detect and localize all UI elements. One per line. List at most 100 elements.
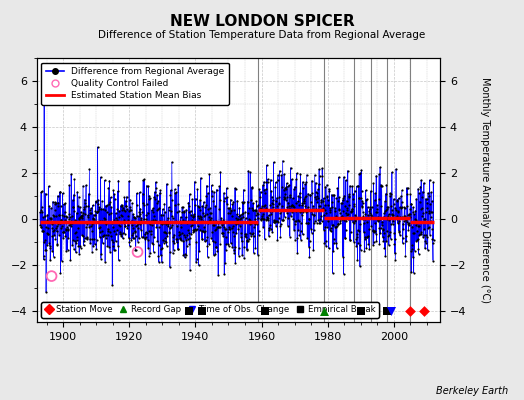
Point — [81, 211, 90, 217]
Point — [128, 235, 137, 242]
Point — [181, 214, 190, 220]
Point — [192, 239, 201, 245]
Point — [296, 190, 304, 196]
Point — [162, 181, 171, 187]
Point — [61, 217, 69, 224]
Point — [170, 240, 179, 246]
Point — [421, 215, 429, 222]
Point — [156, 218, 164, 224]
Point — [399, 235, 407, 242]
Point — [202, 211, 211, 217]
Point — [271, 219, 279, 226]
Point — [301, 203, 310, 209]
Point — [215, 197, 224, 203]
Point — [97, 250, 106, 257]
Point — [136, 221, 144, 228]
Point — [395, 229, 403, 236]
Point — [276, 168, 284, 174]
Point — [331, 215, 339, 222]
Point — [83, 220, 92, 227]
Point — [326, 225, 335, 232]
Point — [38, 204, 46, 210]
Point — [137, 214, 145, 221]
Point — [235, 245, 243, 252]
Point — [223, 185, 231, 191]
Point — [360, 220, 368, 226]
Point — [135, 235, 143, 242]
Point — [350, 220, 358, 226]
Point — [347, 216, 355, 222]
Point — [103, 209, 111, 216]
Point — [154, 253, 162, 260]
Point — [183, 232, 191, 238]
Point — [220, 198, 228, 204]
Point — [264, 176, 272, 182]
Point — [180, 208, 188, 215]
Point — [341, 202, 349, 209]
Point — [419, 210, 428, 216]
Point — [392, 198, 401, 204]
Point — [312, 189, 320, 195]
Point — [423, 200, 431, 206]
Point — [187, 212, 195, 218]
Point — [429, 239, 437, 246]
Point — [411, 215, 419, 222]
Point — [218, 230, 226, 236]
Point — [115, 222, 123, 228]
Point — [125, 243, 134, 249]
Point — [300, 198, 308, 204]
Point — [93, 209, 101, 215]
Point — [233, 220, 241, 226]
Point — [40, 252, 48, 259]
Point — [360, 247, 368, 254]
Point — [276, 222, 285, 229]
Point — [208, 193, 216, 199]
Point — [397, 193, 405, 200]
Point — [375, 241, 384, 248]
Point — [343, 212, 352, 218]
Point — [384, 204, 392, 210]
Point — [352, 236, 360, 242]
Point — [164, 223, 172, 230]
Point — [171, 218, 180, 224]
Point — [214, 224, 222, 231]
Point — [255, 208, 264, 214]
Point — [275, 214, 283, 221]
Point — [174, 208, 183, 214]
Point — [112, 210, 120, 216]
Point — [409, 204, 417, 210]
Point — [216, 169, 225, 175]
Point — [369, 227, 377, 234]
Point — [61, 233, 70, 239]
Point — [395, 227, 403, 234]
Point — [369, 180, 378, 187]
Point — [408, 223, 416, 230]
Point — [151, 217, 159, 223]
Point — [107, 210, 115, 217]
Point — [359, 212, 367, 219]
Point — [267, 226, 275, 233]
Point — [88, 248, 96, 255]
Point — [419, 232, 428, 238]
Point — [51, 235, 60, 242]
Point — [158, 221, 166, 227]
Point — [405, 220, 413, 227]
Point — [288, 195, 297, 201]
Point — [68, 220, 76, 226]
Point — [376, 216, 384, 222]
Point — [44, 231, 52, 237]
Point — [374, 218, 382, 224]
Point — [184, 199, 192, 206]
Point — [370, 228, 378, 234]
Point — [313, 199, 321, 206]
Point — [389, 200, 398, 207]
Point — [419, 234, 427, 240]
Point — [310, 212, 319, 219]
Point — [428, 226, 436, 232]
Point — [323, 193, 332, 200]
Point — [135, 209, 144, 215]
Point — [50, 226, 58, 233]
Point — [137, 217, 146, 224]
Point — [413, 222, 422, 229]
Point — [279, 217, 287, 224]
